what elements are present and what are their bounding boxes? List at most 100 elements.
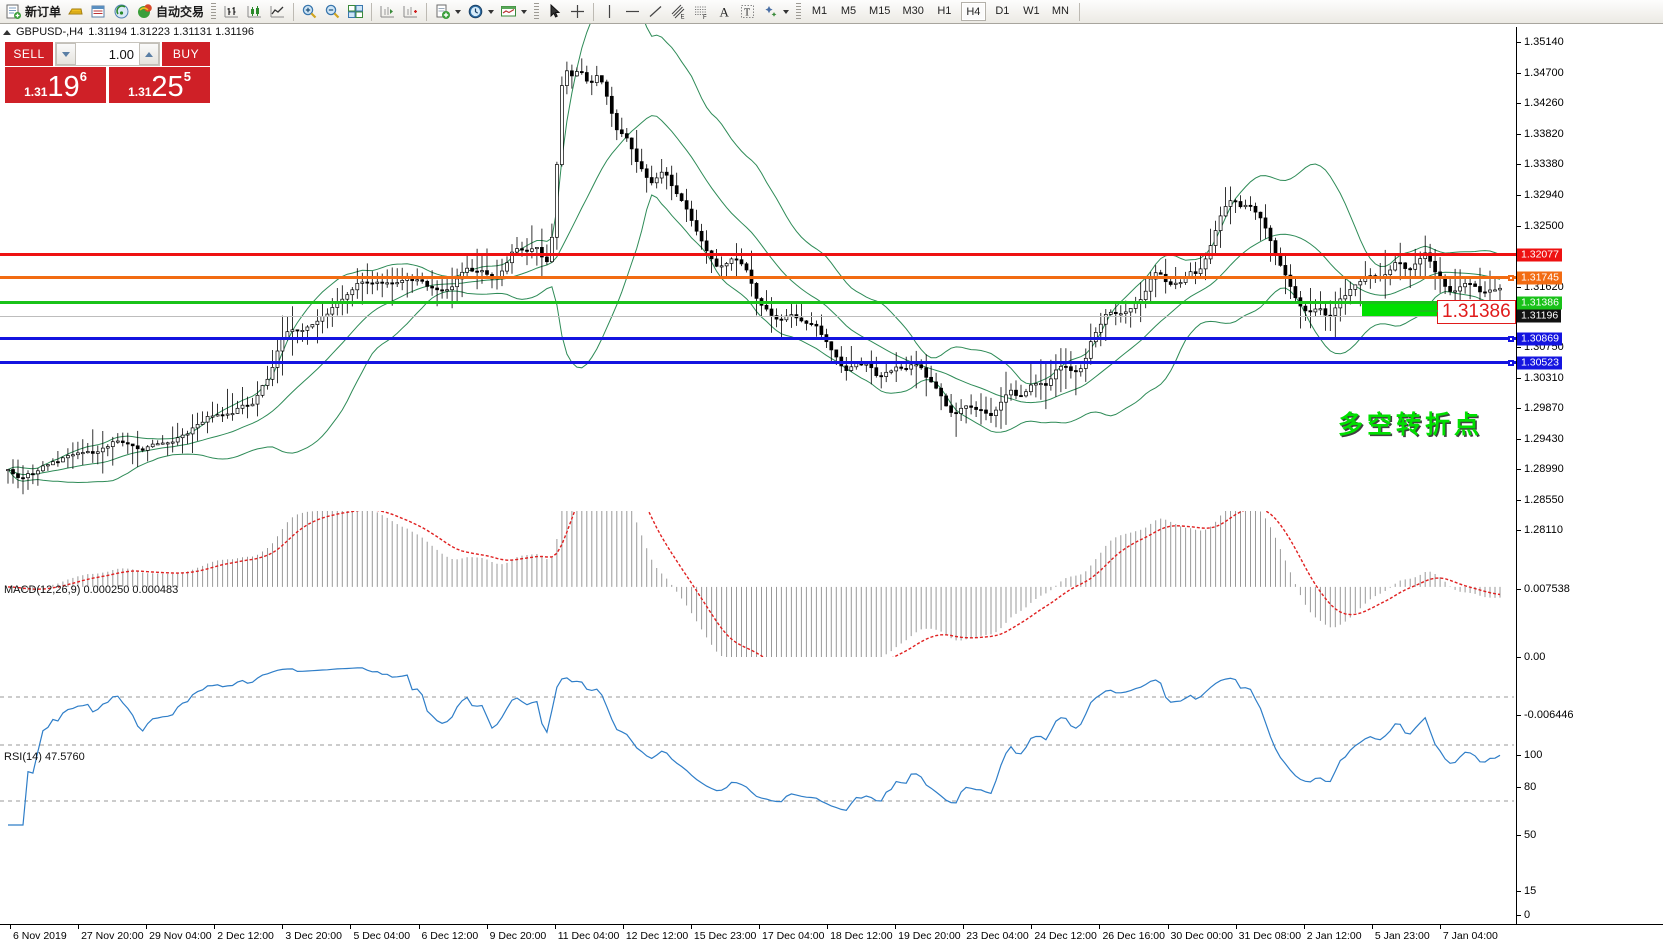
time-axis-tick [1439,925,1441,929]
rsi-label: RSI(14) 47.5760 [4,751,85,763]
timeframe-button-d1[interactable]: D1 [995,5,1010,17]
level-line-handle[interactable] [1508,335,1514,342]
tile-windows-button[interactable] [344,1,367,23]
volume-increase-button[interactable] [139,43,159,65]
time-axis-label: 11 Dec 04:00 [557,930,620,942]
macd-canvas [7,511,1501,657]
chevron-down-icon[interactable] [521,9,528,14]
time-axis-label: 2 Dec 12:00 [217,930,274,942]
rsi-pane[interactable] [0,659,1516,835]
chevron-down-icon[interactable] [783,9,790,14]
price-level-tag-1.30869[interactable]: 1.30869 [1517,332,1562,346]
timeframe-button-h4[interactable]: H4 [960,2,986,21]
axis-tick [1517,755,1521,756]
time-axis[interactable]: 6 Nov 2019 27 Nov 20:00 29 Nov 04:00 2 Dec … [0,924,1663,946]
horizontal-level-line-1.30869[interactable] [0,337,1516,341]
toolbar-grip[interactable] [211,2,217,21]
line-chart-button[interactable] [266,1,289,23]
time-axis-tick [1235,925,1237,929]
period-button[interactable] [464,1,497,23]
auto-scroll-button[interactable] [376,1,399,23]
horizontal-line-button[interactable] [621,1,644,23]
toolbar-grip[interactable] [796,2,802,21]
price-axis-line [1516,27,1517,924]
chevron-down-icon[interactable] [488,9,495,14]
time-axis-tick [622,925,624,929]
crosshair-icon [569,3,586,20]
horizontal-level-line-1.31196[interactable] [0,315,1516,317]
timeframe-button-m1[interactable]: M1 [811,5,828,17]
level-line-handle[interactable] [1508,359,1514,366]
add-indicator-button[interactable] [431,1,464,23]
price-level-tag-1.32077[interactable]: 1.32077 [1517,248,1562,262]
horizontal-level-line-1.31745[interactable] [0,276,1516,280]
time-axis-tick [895,925,897,929]
volume-input[interactable]: 1.00 [108,46,134,62]
price-level-tag-1.30523[interactable]: 1.30523 [1517,356,1562,370]
buy-button[interactable]: BUY [162,42,210,66]
timeframe-button-m15[interactable]: M15 [869,5,891,17]
zoom-out-button[interactable] [321,1,344,23]
text-button[interactable]: A [713,1,736,23]
crosshair-button[interactable] [566,1,589,23]
axis-tick [1517,286,1521,288]
volume-stepper[interactable]: 1.00 [55,42,160,66]
axis-tick [1517,164,1521,166]
candlestick-chart-button[interactable] [243,1,266,23]
autotrading-icon [136,3,153,20]
templates-button[interactable] [497,1,530,23]
price-axis-label: 1.35140 [1524,36,1564,49]
svg-text:A: A [720,5,730,20]
timeframe-button-h1[interactable]: H1 [937,5,952,17]
timeframe-button-mn[interactable]: MN [1051,5,1069,17]
horizontal-level-line-1.31386[interactable] [0,301,1516,305]
buy-price-box[interactable]: 1.31 25 5 [109,67,210,103]
fibonacci-icon: F [693,3,710,20]
timeframe-button-m5[interactable]: M5 [840,5,857,17]
signals-button[interactable] [110,1,133,23]
fibonacci-button[interactable]: F [690,1,713,23]
time-axis-tick [418,925,420,929]
time-axis-label: 24 Dec 12:00 [1034,930,1097,942]
price-level-tag-1.31196[interactable]: 1.31196 [1517,309,1562,323]
equidistant-channel-button[interactable]: E [667,1,690,23]
time-axis-label: 6 Dec 12:00 [421,930,479,942]
volume-decrease-button[interactable] [56,43,76,65]
sell-price-box[interactable]: 1.31 19 6 [5,67,106,103]
horizontal-level-line-1.32077[interactable] [0,253,1516,257]
vertical-line-icon [601,3,618,20]
gold-bar-icon [67,3,84,20]
price-level-tag-1.31745[interactable]: 1.31745 [1517,271,1562,285]
autotrading-button[interactable]: 自动交易 [133,1,207,23]
cursor-button[interactable] [543,1,566,23]
timeframe-button-m30[interactable]: M30 [902,5,924,17]
timeframe-button-w1[interactable]: W1 [1023,5,1040,17]
zoom-out-icon [324,3,341,20]
time-axis-tick [10,925,11,929]
time-axis-tick [827,925,829,929]
vertical-line-button[interactable] [598,1,621,23]
text-label-button[interactable]: T [736,1,759,23]
time-axis-tick [1099,925,1101,929]
new-order-button[interactable]: 新订单 [2,1,64,23]
chevron-down-icon[interactable] [455,9,462,14]
objects-button[interactable] [759,1,792,23]
collapse-triangle-icon[interactable] [3,29,11,35]
trendline-button[interactable] [644,1,667,23]
toolbar-grip[interactable] [534,2,540,21]
gold-bar-button[interactable] [64,1,87,23]
time-axis-label: 27 Nov 20:00 [81,930,144,942]
macd-axis-label: 0.007538 [1524,583,1570,595]
chart-shift-button[interactable] [399,1,422,23]
bar-chart-button[interactable] [220,1,243,23]
price-axis-label: 1.32500 [1524,219,1564,232]
zoom-in-button[interactable] [298,1,321,23]
sell-button[interactable]: SELL [5,42,53,66]
ohlc-values: 1.31194 1.31223 1.31131 1.31196 [88,26,255,38]
macd-pane[interactable] [0,511,1516,659]
level-line-handle[interactable] [1508,274,1514,281]
tile-windows-icon [347,3,364,20]
horizontal-level-line-1.30523[interactable] [0,361,1516,365]
price-level-tag-1.31386[interactable]: 1.31386 [1517,296,1562,310]
data-window-button[interactable] [87,1,110,23]
